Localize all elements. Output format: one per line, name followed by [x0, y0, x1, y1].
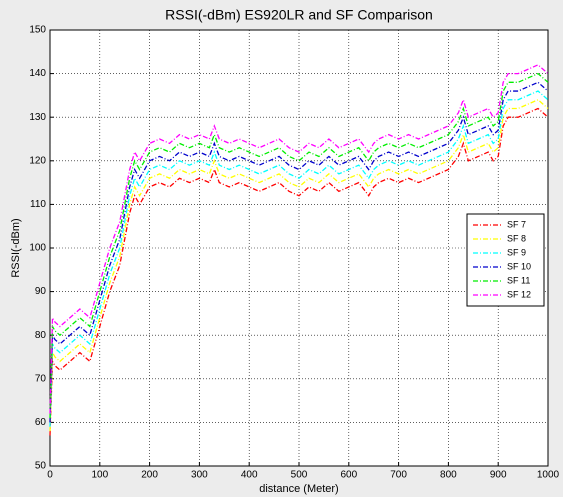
x-tick-label: 400 [241, 470, 258, 481]
legend-label: SF 11 [507, 275, 530, 285]
y-tick-label: 50 [35, 461, 47, 472]
y-tick-label: 150 [29, 25, 46, 36]
x-axis-label: distance (Meter) [259, 483, 338, 495]
series-line [49, 98, 549, 432]
y-tick-label: 60 [35, 417, 47, 428]
y-axis-label: RSSI(-dBm) [10, 218, 22, 277]
series-line [49, 72, 549, 419]
x-tick-label: 100 [91, 470, 108, 481]
series-line [49, 90, 549, 427]
series-line [49, 64, 549, 414]
y-tick-label: 80 [35, 330, 47, 341]
x-tick-label: 800 [440, 470, 457, 481]
x-tick-label: 0 [47, 470, 53, 481]
legend-label: SF 8 [507, 233, 526, 243]
y-tick-label: 90 [35, 286, 47, 297]
legend-box [466, 213, 545, 307]
chart-title: RSSI(-dBm) ES920LR and SF Comparison [165, 7, 433, 23]
legend-label: SF 9 [507, 247, 526, 257]
x-tick-label: 900 [490, 470, 507, 481]
series-line [49, 107, 549, 436]
x-tick-label: 600 [340, 470, 357, 481]
legend-label: SF 12 [507, 289, 531, 299]
x-tick-label: 700 [390, 470, 407, 481]
series-line [49, 81, 549, 423]
x-tick-label: 500 [291, 470, 308, 481]
y-tick-label: 140 [29, 68, 46, 79]
y-tick-label: 120 [29, 155, 46, 166]
x-tick-label: 300 [191, 470, 208, 481]
x-tick-label: 200 [141, 470, 158, 481]
y-tick-label: 100 [29, 243, 46, 254]
legend-label: SF 7 [507, 219, 526, 229]
legend-label: SF 10 [507, 261, 531, 271]
y-tick-label: 110 [30, 199, 46, 210]
x-tick-label: 1000 [537, 470, 560, 481]
y-tick-label: 70 [35, 373, 47, 384]
y-tick-label: 130 [29, 112, 46, 123]
